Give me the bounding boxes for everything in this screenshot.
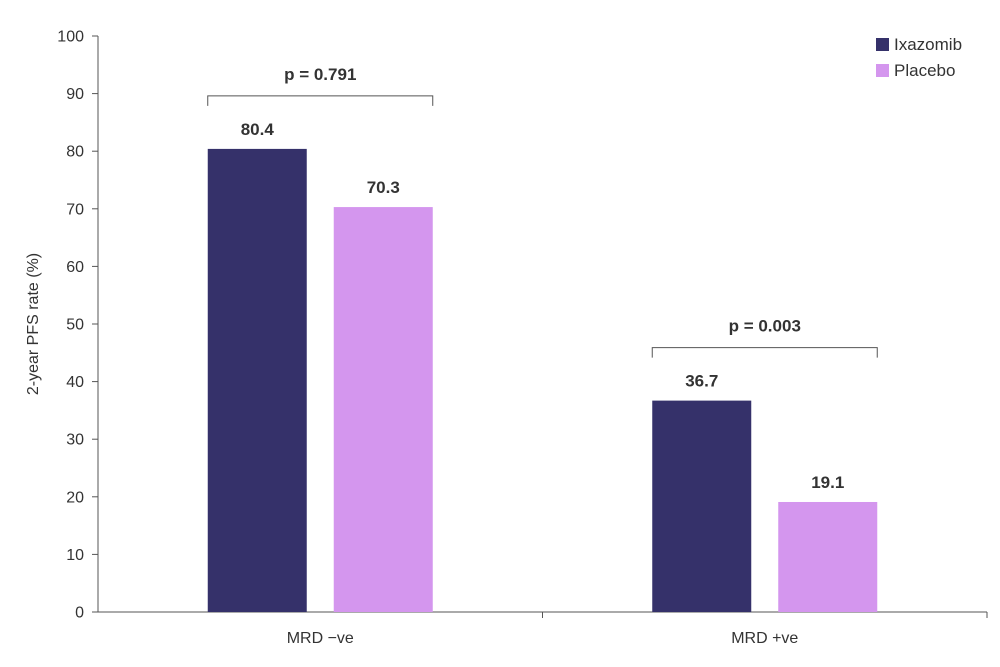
legend: Ixazomib Placebo xyxy=(876,35,962,80)
legend-label-placebo: Placebo xyxy=(894,61,955,80)
significance-bracket xyxy=(651,347,878,358)
p-value-label: p = 0.003 xyxy=(729,317,801,336)
data-label: 19.1 xyxy=(811,473,844,492)
y-tick-label: 80 xyxy=(66,144,84,161)
y-tick-label: 40 xyxy=(66,374,84,391)
x-category-label: MRD +ve xyxy=(731,630,798,647)
y-tick-label: 70 xyxy=(66,201,84,218)
x-category-label: MRD −ve xyxy=(287,630,354,647)
data-label: 80.4 xyxy=(241,120,275,139)
y-tick-label: 50 xyxy=(66,317,84,334)
y-tick-label: 30 xyxy=(66,432,84,449)
y-tick-label: 90 xyxy=(66,86,84,103)
p-value-label: p = 0.791 xyxy=(284,65,356,84)
legend-swatch-ixazomib xyxy=(876,38,889,51)
y-tick-label: 10 xyxy=(66,547,84,564)
y-axis-title: 2-year PFS rate (%) xyxy=(25,253,42,395)
legend-swatch-placebo xyxy=(876,64,889,77)
y-tick-label: 100 xyxy=(57,29,84,46)
bar-ixazomib xyxy=(207,148,307,612)
legend-label-ixazomib: Ixazomib xyxy=(894,35,962,54)
y-tick-label: 0 xyxy=(75,605,84,622)
bar-ixazomib xyxy=(652,400,752,612)
y-tick-label: 60 xyxy=(66,259,84,276)
data-label: 70.3 xyxy=(367,178,400,197)
y-tick-label: 20 xyxy=(66,489,84,506)
bar-placebo xyxy=(333,207,433,612)
significance-bracket xyxy=(207,95,434,106)
bar-placebo xyxy=(778,501,878,612)
data-label: 36.7 xyxy=(685,372,718,391)
